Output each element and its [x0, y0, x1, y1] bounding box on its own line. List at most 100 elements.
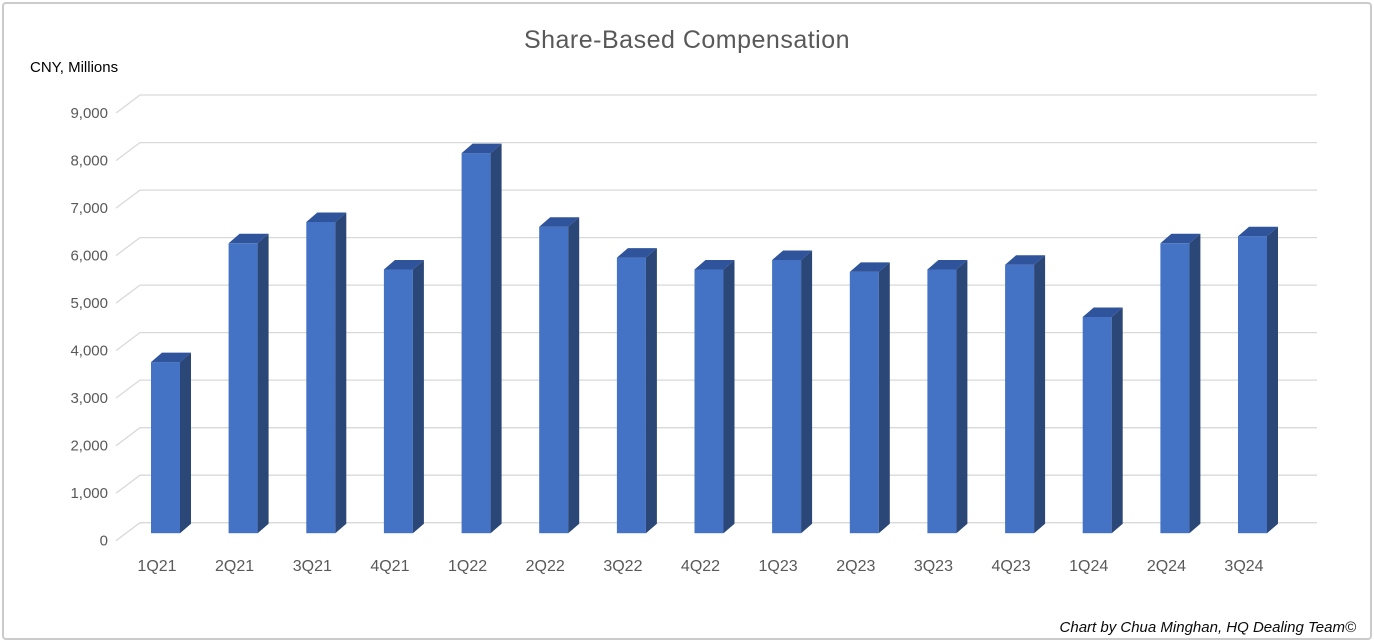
bar-side-face [645, 248, 657, 534]
bar-top-face [306, 212, 347, 222]
gridline-4000 [115, 331, 1317, 352]
bar-top-face [1082, 307, 1123, 317]
bar-1Q23 [772, 250, 813, 534]
y-tick-label-7000: 7,000 [70, 200, 108, 217]
y-tick-label-5000: 5,000 [70, 295, 108, 312]
bar-side-face [956, 260, 968, 534]
x-tick-label-1Q23: 1Q23 [759, 558, 798, 575]
bar-side-face [568, 217, 580, 534]
gridline-9000 [115, 94, 1317, 114]
bar-1Q24 [1082, 307, 1123, 534]
gridline-5000 [115, 284, 1317, 304]
y-axis-units-label: CNY, Millions [30, 59, 119, 76]
bar-4Q23 [1005, 255, 1046, 534]
bar-front-face [927, 269, 957, 534]
bar-3Q24 [1238, 226, 1278, 534]
bar-top-face [849, 262, 890, 272]
x-tick-label-3Q23: 3Q23 [914, 558, 953, 575]
y-tick-label-6000: 6,000 [70, 248, 108, 265]
y-tick-label-9000: 9,000 [70, 105, 108, 122]
gridline-7000 [115, 189, 1317, 209]
bar-side-face [412, 260, 424, 534]
y-tick-label-4000: 4,000 [70, 343, 108, 360]
bar-side-face [490, 143, 502, 534]
bar-3Q21 [306, 212, 347, 534]
bar-2Q21 [228, 233, 269, 534]
y-tick-label-2000: 2,000 [70, 438, 108, 455]
bar-front-face [694, 269, 724, 534]
bar-top-face [1160, 233, 1201, 244]
chart-title: Share-Based Compensation [523, 26, 851, 54]
bar-top-face [461, 143, 502, 154]
bar-front-face [461, 153, 491, 534]
x-tick-label-1Q24: 1Q24 [1069, 558, 1108, 575]
y-tick-label-0: 0 [100, 533, 108, 550]
bar-top-face [694, 260, 735, 270]
bar-side-face [878, 262, 890, 534]
bar-front-face [1238, 236, 1267, 534]
bar-front-face [1005, 264, 1035, 534]
bar-front-face [383, 269, 413, 534]
x-tick-label-2Q21: 2Q21 [215, 558, 254, 575]
x-tick-label-2Q24: 2Q24 [1147, 558, 1186, 575]
bar-1Q21 [151, 352, 191, 534]
footer-credit: Chart by Chua Minghan, HQ Dealing Team© [1059, 619, 1356, 636]
y-tick-label-1000: 1,000 [70, 485, 108, 502]
bar-top-face [616, 248, 657, 258]
x-tick-label-2Q23: 2Q23 [836, 558, 875, 575]
bar-top-face [228, 233, 269, 244]
bar-4Q21 [383, 260, 424, 534]
bar-front-face [228, 243, 258, 534]
bar-side-face [801, 250, 813, 534]
y-tick-label-8000: 8,000 [70, 153, 108, 170]
x-tick-label-3Q24: 3Q24 [1224, 558, 1263, 575]
bar-front-face [1082, 317, 1112, 534]
bar-top-face [1005, 255, 1046, 265]
bar-side-face [257, 233, 269, 534]
x-tick-label-4Q22: 4Q22 [681, 558, 720, 575]
x-tick-label-4Q21: 4Q21 [370, 558, 409, 575]
bar-front-face [849, 271, 879, 534]
bar-top-face [1238, 226, 1278, 237]
gridline-3000 [115, 379, 1317, 399]
bar-top-face [927, 260, 968, 270]
bar-front-face [539, 226, 569, 534]
bar-4Q22 [694, 260, 735, 534]
x-tick-label-3Q22: 3Q22 [603, 558, 642, 575]
bar-side-face [180, 352, 191, 534]
bar-side-face [1189, 233, 1201, 534]
bar-side-face [1267, 226, 1278, 534]
gridline-8000 [115, 141, 1317, 162]
bar-front-face [616, 257, 646, 534]
x-tick-label-1Q21: 1Q21 [137, 558, 176, 575]
bar-front-face [151, 362, 180, 534]
x-tick-label-2Q22: 2Q22 [526, 558, 565, 575]
gridline-0 [115, 522, 1317, 542]
bar-2Q23 [849, 262, 890, 534]
bar-top-face [151, 352, 191, 363]
gridline-6000 [115, 236, 1317, 257]
bar-side-face [723, 260, 735, 534]
x-tick-label-1Q22: 1Q22 [448, 558, 487, 575]
bar-1Q22 [461, 143, 502, 534]
gridline-1000 [115, 474, 1317, 494]
bar-2Q24 [1160, 233, 1201, 534]
bar-front-face [306, 222, 336, 534]
x-tick-label-3Q21: 3Q21 [293, 558, 332, 575]
bar-3Q23 [927, 260, 968, 534]
bar-top-face [539, 217, 580, 227]
x-tick-label-4Q23: 4Q23 [992, 558, 1031, 575]
bar-top-face [772, 250, 813, 260]
bar-side-face [1111, 307, 1123, 534]
bar-3Q22 [616, 248, 657, 534]
bar-side-face [1034, 255, 1046, 534]
bar-front-face [1160, 243, 1190, 534]
bar-2Q22 [539, 217, 580, 534]
y-tick-label-3000: 3,000 [70, 390, 108, 407]
bar-front-face [772, 260, 802, 534]
gridline-2000 [115, 427, 1317, 447]
bar-top-face [383, 260, 424, 270]
bar-side-face [335, 212, 347, 534]
